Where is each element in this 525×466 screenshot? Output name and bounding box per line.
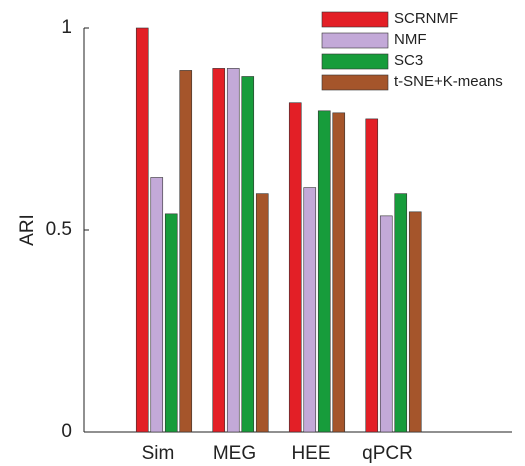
legend-swatch bbox=[321, 53, 389, 70]
bar bbox=[212, 68, 226, 433]
y-axis-label: ARI bbox=[17, 214, 38, 246]
x-tick-label: qPCR bbox=[362, 443, 413, 464]
y-tick-label: 1 bbox=[61, 17, 72, 38]
legend-label: NMF bbox=[394, 31, 427, 48]
x-tick-label: MEG bbox=[213, 443, 256, 464]
legend-swatch bbox=[321, 32, 389, 49]
legend-label: t-SNE+K-means bbox=[394, 73, 503, 90]
legend-label: SCRNMF bbox=[394, 10, 458, 27]
bar bbox=[379, 215, 393, 433]
bar bbox=[226, 68, 240, 433]
bar bbox=[255, 193, 269, 433]
bar bbox=[303, 187, 317, 433]
bar bbox=[150, 177, 164, 433]
legend-swatch bbox=[321, 11, 389, 28]
bar bbox=[317, 110, 331, 433]
bar bbox=[164, 213, 178, 433]
bar bbox=[288, 102, 302, 433]
bar bbox=[365, 118, 379, 433]
bar bbox=[332, 112, 346, 433]
y-tick-label: 0.5 bbox=[46, 219, 72, 240]
bar bbox=[408, 211, 422, 433]
bar bbox=[241, 76, 255, 433]
legend-swatch bbox=[321, 74, 389, 91]
x-tick-label: HEE bbox=[291, 443, 330, 464]
bar bbox=[179, 70, 193, 433]
bar bbox=[135, 27, 149, 433]
y-tick-label: 0 bbox=[61, 421, 72, 442]
bar bbox=[394, 193, 408, 433]
legend-label: SC3 bbox=[394, 52, 423, 69]
x-tick-label: Sim bbox=[142, 443, 175, 464]
